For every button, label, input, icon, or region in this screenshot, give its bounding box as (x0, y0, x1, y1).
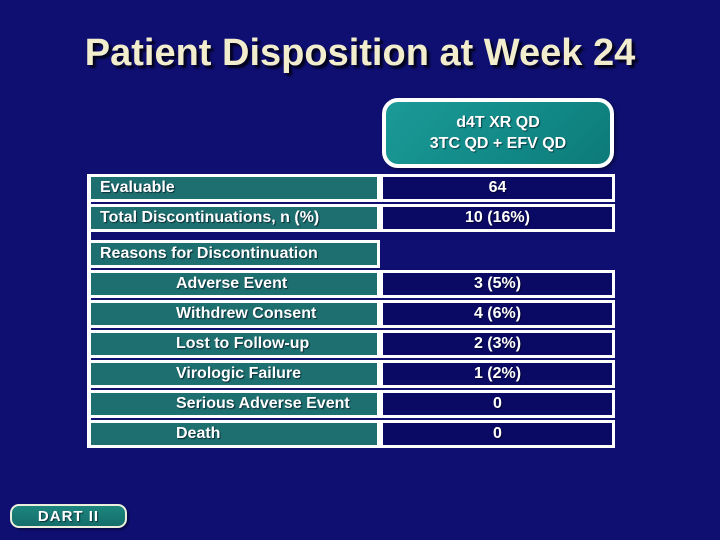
table-left-frame-line (87, 174, 91, 448)
table-row-lost-to-follow-up: Lost to Follow-up 2 (3%) (87, 330, 615, 358)
row-label: Adverse Event (87, 270, 380, 298)
table-section-header-row: Reasons for Discontinuation (87, 240, 615, 268)
page-title: Patient Disposition at Week 24 (84, 32, 636, 74)
table-row-death: Death 0 (87, 420, 615, 448)
row-value: 2 (3%) (380, 330, 615, 358)
treatment-arm-header-box: d4T XR QD 3TC QD + EFV QD (382, 98, 614, 168)
row-label: Virologic Failure (87, 360, 380, 388)
study-name-badge: DART II (10, 504, 127, 528)
row-value: 1 (2%) (380, 360, 615, 388)
table-row-virologic-failure: Virologic Failure 1 (2%) (87, 360, 615, 388)
row-label: Total Discontinuations, n (%) (87, 204, 380, 232)
row-value: 64 (380, 174, 615, 202)
row-value: 4 (6%) (380, 300, 615, 328)
study-name-label: DART II (37, 507, 100, 525)
row-label: Evaluable (87, 174, 380, 202)
row-label: Lost to Follow-up (87, 330, 380, 358)
row-value: 10 (16%) (380, 204, 615, 232)
row-value: 3 (5%) (380, 270, 615, 298)
table-row-adverse-event: Adverse Event 3 (5%) (87, 270, 615, 298)
table-row-total-discontinuations: Total Discontinuations, n (%) 10 (16%) (87, 204, 615, 232)
row-value: 0 (380, 420, 615, 448)
row-value: 0 (380, 390, 615, 418)
treatment-arm-line2: 3TC QD + EFV QD (429, 135, 567, 152)
table-row-evaluable: Evaluable 64 (87, 174, 615, 202)
row-label: Serious Adverse Event (87, 390, 380, 418)
table-row-serious-adverse-event: Serious Adverse Event 0 (87, 390, 615, 418)
row-label: Death (87, 420, 380, 448)
section-header-label: Reasons for Discontinuation (87, 240, 380, 268)
disposition-table: Evaluable 64 Total Discontinuations, n (… (87, 174, 615, 448)
row-label: Withdrew Consent (87, 300, 380, 328)
table-row-withdrew-consent: Withdrew Consent 4 (6%) (87, 300, 615, 328)
section-header-empty-cell (380, 240, 615, 268)
treatment-arm-line1: d4T XR QD (456, 114, 540, 131)
